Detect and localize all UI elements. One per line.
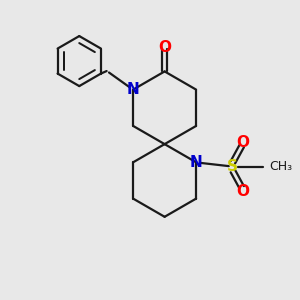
Text: CH₃: CH₃ (269, 160, 292, 173)
Text: S: S (227, 159, 239, 174)
Text: N: N (190, 155, 202, 170)
Text: N: N (127, 82, 140, 97)
Text: O: O (237, 184, 250, 199)
Text: O: O (237, 135, 250, 150)
Text: O: O (158, 40, 171, 55)
